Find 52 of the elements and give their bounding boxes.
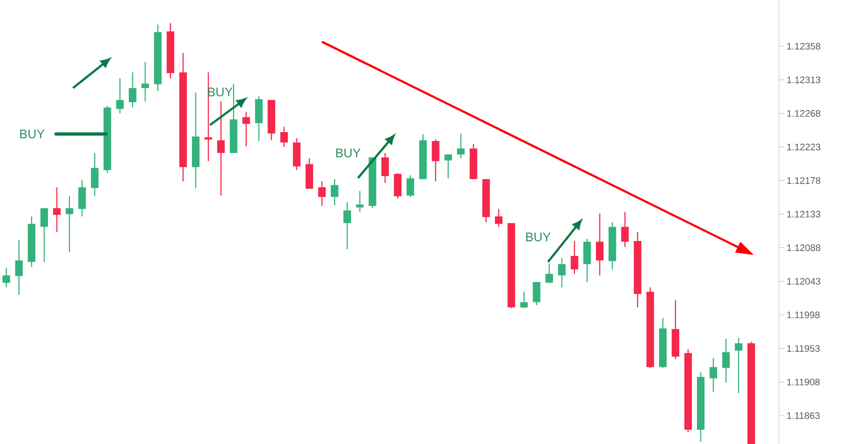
- candlestick: [217, 100, 225, 196]
- candlestick: [710, 358, 718, 392]
- candlestick: [330, 178, 338, 206]
- y-tick-label: 1.11998: [787, 312, 820, 318]
- candlestick: [356, 190, 364, 212]
- y-tick-label: 1.12133: [787, 210, 820, 218]
- candlestick: [128, 72, 136, 108]
- y-tick-label: 1.11863: [787, 412, 820, 419]
- candlestick: [532, 282, 540, 306]
- candlestick: [734, 337, 742, 394]
- candlestick: [242, 111, 250, 147]
- candlestick: [381, 152, 389, 184]
- candlestick: [343, 202, 351, 250]
- annotation: BUY: [20, 130, 45, 138]
- candlestick: [53, 186, 61, 233]
- candlestick: [78, 179, 86, 217]
- y-tick-label: 1.12313: [787, 76, 820, 84]
- candlestick: [90, 152, 98, 197]
- candlestick: [545, 262, 554, 284]
- candlestick: [280, 126, 288, 148]
- y-tick-label: 1.11908: [787, 378, 820, 386]
- candlestick: [432, 138, 440, 182]
- candlestick: [66, 196, 74, 253]
- candlestick: [570, 240, 578, 274]
- candlestick: [621, 211, 629, 248]
- y-tick-label: 1.12358: [787, 42, 820, 50]
- y-tick-label: 1.12088: [787, 244, 820, 252]
- candlestick: [722, 338, 730, 384]
- candlestick: [318, 180, 326, 206]
- candlestick: [457, 133, 465, 159]
- candlestick: [40, 208, 48, 262]
- y-tick-label: 1.11953: [787, 345, 820, 352]
- candlestick: [583, 238, 591, 283]
- candlestick: [141, 61, 149, 102]
- candlestick: [292, 137, 300, 171]
- y-tick-label: 1.12223: [787, 144, 820, 150]
- candlestick: [558, 258, 566, 288]
- candlestick: [596, 212, 604, 276]
- y-tick-label: 1.12043: [787, 278, 820, 285]
- y-tick-label: 1.12178: [787, 177, 820, 184]
- annotation: BUY: [336, 148, 361, 158]
- candlestick: [394, 172, 402, 200]
- candlestick: [494, 208, 503, 228]
- candlestick: [520, 291, 528, 309]
- candlestick: [15, 240, 23, 296]
- candlestick: [406, 174, 414, 198]
- y-tick-label: 1.12268: [787, 110, 820, 117]
- candlestick: [444, 154, 452, 179]
- candlestick: [255, 96, 263, 142]
- annotation: BUY: [526, 232, 551, 242]
- candlestick: [116, 78, 124, 114]
- candlestick: [2, 267, 10, 288]
